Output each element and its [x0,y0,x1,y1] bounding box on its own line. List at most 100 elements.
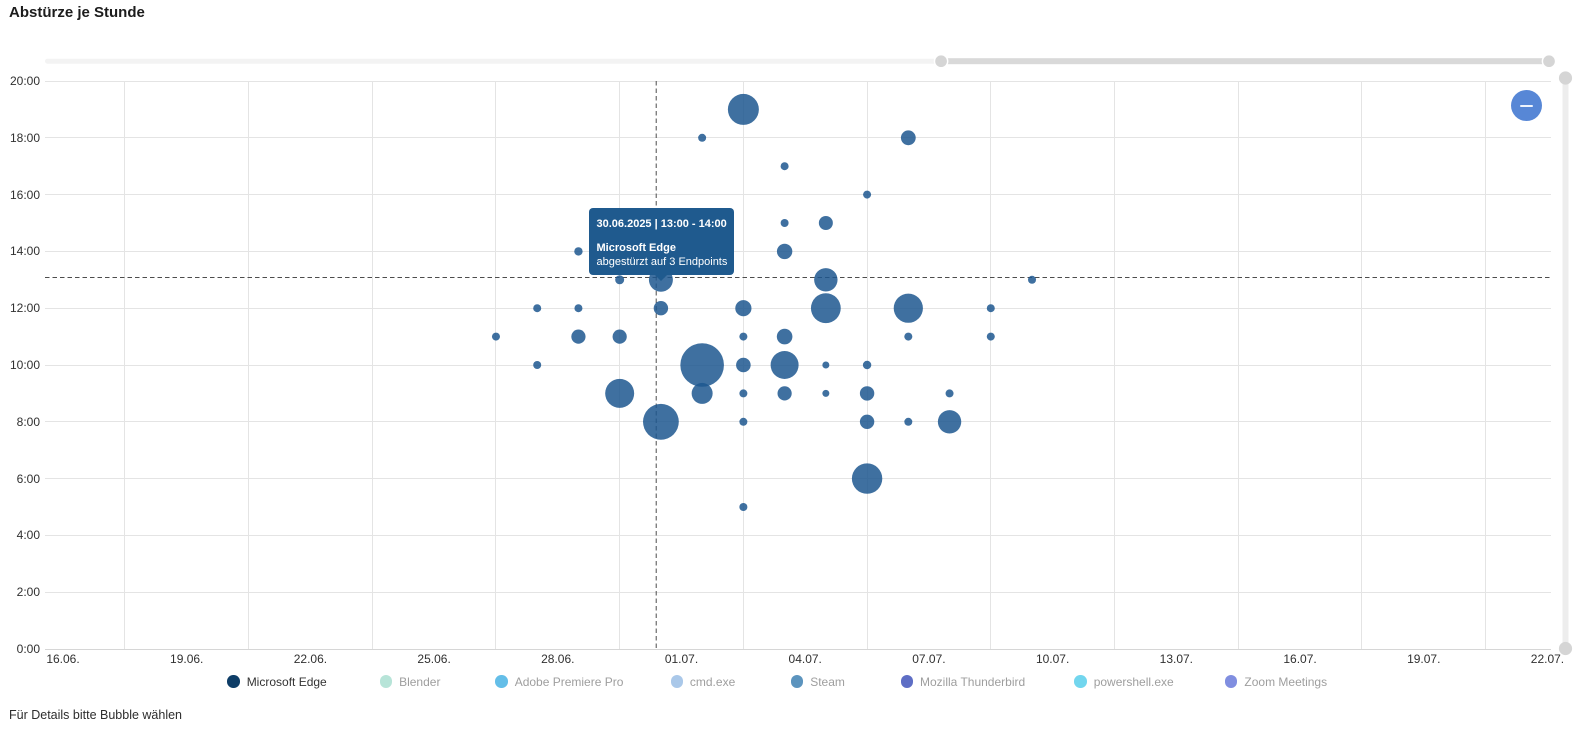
bubble[interactable] [810,293,841,324]
chart-title: Abstürze je Stunde [9,4,145,21]
bubble[interactable] [653,301,669,316]
y-zoom-slider-handle-bottom[interactable] [1558,641,1573,656]
bubble[interactable] [822,361,830,369]
tooltip-app-name: Microsoft Edge [596,242,676,254]
bubble[interactable] [574,304,583,313]
bubble[interactable] [780,162,789,171]
bubble[interactable] [571,329,586,344]
y-tick-label: 14:00 [9,244,40,259]
bubble[interactable] [735,300,752,317]
bubble[interactable] [776,328,793,345]
bubble[interactable] [863,190,872,199]
y-tick-label: 6:00 [16,471,40,486]
bubble[interactable] [615,275,625,285]
legend-item-adobe-premiere-pro[interactable]: Adobe Premiere Pro [495,675,623,689]
bubble[interactable] [904,332,913,341]
legend-color-dot [670,675,683,688]
bubble[interactable] [780,219,789,227]
bubble[interactable] [904,417,913,426]
x-tick-label: 16.07. [1283,651,1317,666]
legend-item-zoom-meetings[interactable]: Zoom Meetings [1225,675,1327,689]
y-tick-label: 8:00 [16,414,40,429]
x-tick-label: 16.06. [46,651,80,666]
x-tick-label: 22.06. [293,651,328,666]
bubble[interactable] [945,389,954,398]
x-tick-label: 28.06. [541,651,575,666]
bubble[interactable] [736,357,751,373]
bubble[interactable] [818,216,833,230]
bubble[interactable] [900,130,916,146]
x-zoom-slider-handle-right[interactable] [1541,53,1557,69]
bubble[interactable] [698,133,707,142]
zoom-out-button[interactable] [1510,90,1542,121]
tooltip-date-range: 30.06.2025 | 13:00 - 14:00 [596,218,727,230]
legend-color-dot [379,675,393,688]
bubble[interactable] [814,268,838,292]
legend-label: Blender [399,674,441,689]
bubble[interactable] [491,332,500,341]
legend-item-microsoft-edge[interactable]: Microsoft Edge [227,674,327,689]
bubble[interactable] [574,247,583,256]
bubble[interactable] [859,386,875,401]
x-tick-label: 19.06. [170,651,204,666]
y-tick-label: 16:00 [9,187,40,202]
bubble[interactable] [776,243,793,260]
bubble-tooltip: 30.06.2025 | 13:00 - 14:00 Microsoft Edg… [588,208,734,275]
x-tick-label: 01.07. [664,651,699,666]
bubble[interactable] [727,93,759,125]
bubble[interactable] [893,293,923,323]
y-tick-label: 12:00 [9,301,40,316]
legend-label: Mozilla Thunderbird [919,674,1026,689]
legend-color-dot [1225,675,1238,688]
bubble[interactable] [777,386,792,401]
y-tick-label: 2:00 [16,585,40,600]
legend-item-mozilla-thunderbird[interactable]: Mozilla Thunderbird [900,674,1026,689]
x-tick-label: 13.07. [1159,651,1194,666]
y-tick-label: 20:00 [9,74,40,88]
bubble[interactable] [739,332,748,341]
bubble[interactable] [770,351,799,379]
y-zoom-slider-handle-top[interactable] [1558,71,1573,85]
y-tick-label: 0:00 [16,642,40,656]
bubble[interactable] [986,332,995,341]
x-tick-label: 25.06. [417,651,451,666]
tooltip-detail: abgestürzt auf 3 Endpoints [596,256,728,268]
legend-label: Adobe Premiere Pro [514,674,624,689]
bubble[interactable] [937,410,962,434]
legend-color-dot [495,675,508,688]
x-zoom-slider-handle-left[interactable] [933,53,949,69]
bubble[interactable] [612,329,627,344]
legend-label: Steam [810,674,845,689]
legend-label: Microsoft Edge [246,674,327,689]
bubble[interactable] [851,463,883,494]
bubble[interactable] [680,343,724,387]
bubble[interactable] [862,360,872,370]
legend-color-dot [790,675,804,688]
bubble[interactable] [533,361,542,369]
bubble[interactable] [1028,275,1037,284]
legend-label: Zoom Meetings [1244,674,1328,689]
bubble[interactable] [691,382,713,404]
bubble[interactable] [605,378,635,408]
legend-color-dot [900,675,913,688]
bubble[interactable] [739,503,748,511]
x-tick-label: 07.07. [912,651,946,666]
bubble[interactable] [739,389,748,398]
legend-item-blender[interactable]: Blender [379,674,441,689]
y-tick-label: 18:00 [9,130,40,145]
legend-item-powershell-exe[interactable]: powershell.exe [1074,674,1174,689]
legend-item-steam[interactable]: Steam [790,674,845,689]
x-zoom-slider-range[interactable] [941,58,1549,65]
bubble[interactable] [533,304,542,313]
y-zoom-slider-track[interactable] [1562,78,1569,649]
bubble[interactable] [643,403,679,440]
legend-item-cmd-exe[interactable]: cmd.exe [670,675,735,689]
bubble[interactable] [822,389,830,397]
bubble[interactable] [859,414,875,429]
legend-label: powershell.exe [1093,674,1174,689]
bubble[interactable] [739,417,748,426]
legend-color-dot [1074,675,1087,688]
bubble[interactable] [986,304,995,313]
detail-hint-text: Für Details bitte Bubble wählen [9,707,183,722]
